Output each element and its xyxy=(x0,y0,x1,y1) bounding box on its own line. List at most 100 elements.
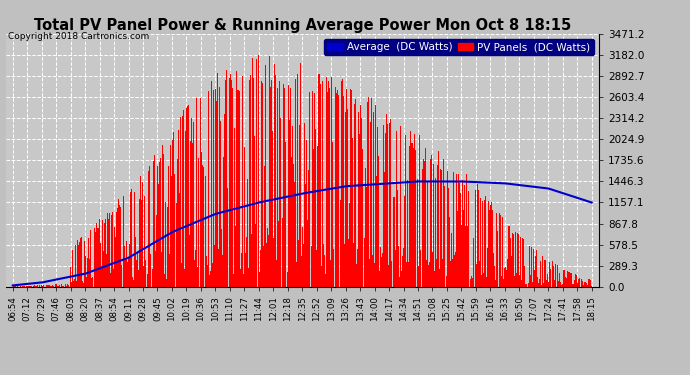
Bar xyxy=(145,260,146,287)
Bar xyxy=(90,230,91,287)
Bar xyxy=(513,234,514,287)
Bar xyxy=(590,279,591,287)
Bar xyxy=(468,191,469,287)
Bar xyxy=(567,271,568,287)
Bar xyxy=(591,286,592,287)
Bar xyxy=(539,279,540,287)
Bar xyxy=(241,76,243,287)
Bar xyxy=(505,267,506,287)
Bar xyxy=(381,257,382,287)
Bar xyxy=(59,284,60,287)
Bar xyxy=(286,86,287,287)
Bar xyxy=(308,170,309,287)
Bar xyxy=(492,210,493,287)
Bar xyxy=(578,279,579,287)
Bar xyxy=(356,264,357,287)
Bar xyxy=(357,112,359,287)
Bar xyxy=(157,166,158,287)
Bar xyxy=(398,246,399,287)
Bar xyxy=(411,267,413,287)
Bar xyxy=(129,244,130,287)
Bar xyxy=(165,202,166,287)
Bar xyxy=(503,220,504,287)
Bar xyxy=(518,234,519,287)
Bar xyxy=(258,55,259,287)
Bar xyxy=(540,261,541,287)
Bar xyxy=(563,270,564,287)
Bar xyxy=(394,197,395,287)
Bar xyxy=(363,274,364,287)
Bar xyxy=(569,272,570,287)
Bar xyxy=(299,63,301,287)
Bar xyxy=(113,269,114,287)
Bar xyxy=(427,181,428,287)
Bar xyxy=(515,232,516,287)
Bar xyxy=(116,212,117,287)
Bar xyxy=(213,90,214,287)
Bar xyxy=(218,249,219,287)
Bar xyxy=(389,123,390,287)
Bar xyxy=(573,284,574,287)
Bar xyxy=(327,92,328,287)
Bar xyxy=(480,198,481,287)
Bar xyxy=(360,105,361,287)
Bar xyxy=(168,166,169,287)
Bar xyxy=(191,118,192,287)
Bar xyxy=(453,171,454,287)
Bar xyxy=(463,210,464,287)
Bar xyxy=(40,285,41,287)
Bar xyxy=(542,256,543,287)
Bar xyxy=(247,179,248,287)
Bar xyxy=(558,281,559,287)
Bar xyxy=(370,122,371,287)
Bar xyxy=(355,99,356,287)
Bar xyxy=(100,243,101,287)
Bar xyxy=(266,57,268,287)
Bar xyxy=(13,286,14,287)
Bar xyxy=(491,202,492,287)
Bar xyxy=(301,63,302,287)
Bar xyxy=(58,286,59,287)
Bar xyxy=(92,276,93,287)
Bar xyxy=(99,219,100,287)
Bar xyxy=(423,159,424,287)
Bar xyxy=(84,241,85,287)
Bar xyxy=(22,286,23,287)
Bar xyxy=(428,265,429,287)
Bar xyxy=(500,215,501,287)
Bar xyxy=(290,157,291,287)
Bar xyxy=(251,234,252,287)
Bar xyxy=(220,122,221,287)
Bar xyxy=(384,172,385,287)
Bar xyxy=(219,87,220,287)
Bar xyxy=(141,169,142,287)
Bar xyxy=(177,159,178,287)
Bar xyxy=(366,187,367,287)
Bar xyxy=(170,160,171,287)
Bar xyxy=(291,157,293,287)
Bar xyxy=(435,162,436,287)
Bar xyxy=(175,240,177,287)
Bar xyxy=(140,176,141,287)
Bar xyxy=(489,210,490,287)
Bar xyxy=(203,167,204,287)
Bar xyxy=(559,273,560,287)
Bar xyxy=(211,81,212,287)
Bar xyxy=(214,163,215,287)
Bar xyxy=(201,152,202,287)
Bar xyxy=(126,241,127,287)
Bar xyxy=(544,260,545,287)
Bar xyxy=(587,285,588,287)
Bar xyxy=(48,285,49,287)
Bar xyxy=(345,112,346,287)
Bar xyxy=(334,165,335,287)
Bar xyxy=(405,135,406,287)
Bar xyxy=(532,260,533,287)
Bar xyxy=(254,136,255,287)
Bar xyxy=(138,270,139,287)
Bar xyxy=(253,78,254,287)
Bar xyxy=(172,140,173,287)
Bar xyxy=(278,221,279,287)
Bar xyxy=(119,205,120,287)
Bar xyxy=(185,176,186,287)
